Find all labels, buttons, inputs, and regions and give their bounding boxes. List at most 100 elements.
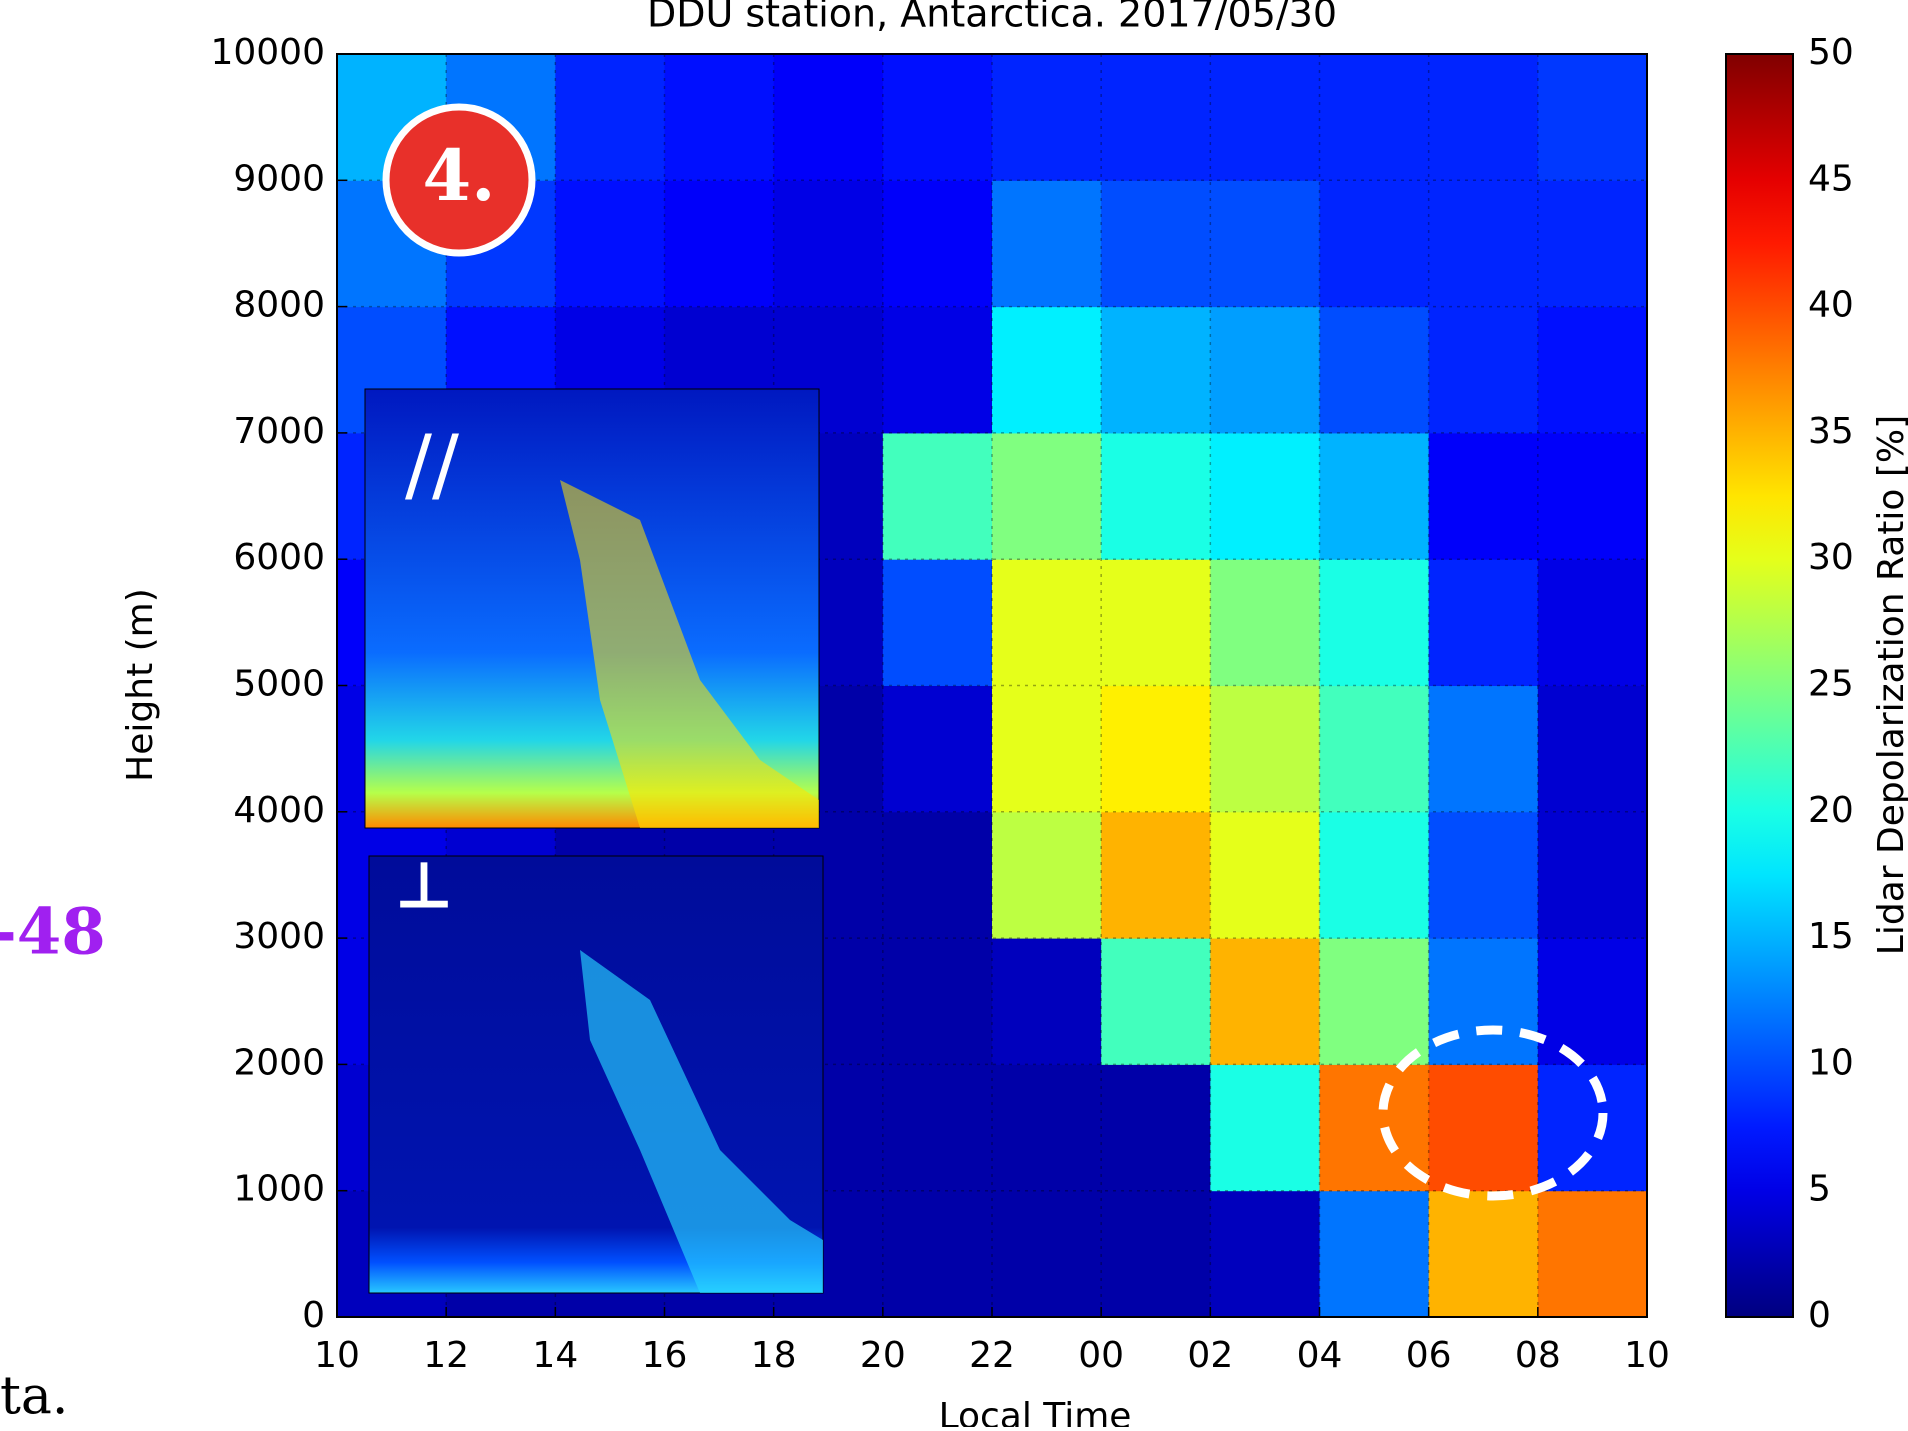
heat-cell <box>1210 938 1320 1065</box>
heat-cell <box>664 54 775 181</box>
y-axis-label: Height (m) <box>120 588 161 782</box>
heat-cell <box>882 180 993 308</box>
heat-cell <box>882 811 993 939</box>
y-tick-label: 5000 <box>233 664 325 705</box>
x-axis-label: Local Time <box>939 1396 1132 1427</box>
heat-cell <box>1101 559 1211 686</box>
heat-cell <box>992 432 1102 560</box>
heat-cell <box>882 1190 993 1318</box>
heat-cell <box>1319 180 1430 308</box>
heat-cell <box>1537 54 1648 181</box>
heat-cell <box>1428 306 1539 434</box>
heat-cell <box>1537 180 1648 308</box>
heat-cell <box>1210 306 1320 434</box>
y-tick-label: 10000 <box>210 32 325 73</box>
colorbar-tick-label: 15 <box>1808 916 1854 957</box>
heat-cell <box>773 180 884 308</box>
colorbar-tick-label: 50 <box>1808 32 1854 73</box>
heat-cell <box>555 54 665 181</box>
heat-cell <box>1319 432 1430 560</box>
annotation: // <box>405 418 459 511</box>
heat-cell <box>1101 432 1211 560</box>
heat-cell <box>1101 685 1211 813</box>
heat-cell <box>1428 54 1539 181</box>
heat-cell <box>1210 180 1320 308</box>
heat-cell <box>1101 54 1211 181</box>
heat-cell <box>882 54 993 181</box>
heat-cell <box>773 54 884 181</box>
colorbar-tick-label: 30 <box>1808 537 1854 578</box>
y-tick-label: 7000 <box>233 411 325 452</box>
heat-cell <box>1101 1064 1211 1192</box>
heat-cell <box>882 559 993 686</box>
heat-cell <box>664 180 775 308</box>
heat-cell <box>1428 432 1539 560</box>
heat-cell <box>1101 938 1211 1065</box>
colorbar-tick-label: 45 <box>1808 158 1854 199</box>
heat-cell <box>1319 559 1430 686</box>
heat-cell <box>1210 1064 1320 1192</box>
x-tick-label: 12 <box>423 1335 469 1376</box>
heat-cell <box>1319 306 1430 434</box>
heat-cell <box>1210 811 1320 939</box>
annotation: -48 <box>0 895 106 970</box>
heat-cell <box>555 180 665 308</box>
heat-cell <box>992 1064 1102 1192</box>
x-tick-label: 06 <box>1406 1335 1452 1376</box>
y-tick-label: 9000 <box>233 158 325 199</box>
y-tick-label: 6000 <box>233 537 325 578</box>
badge <box>382 103 536 257</box>
heat-cell <box>1210 685 1320 813</box>
heat-cell <box>1537 1190 1648 1318</box>
heat-cell <box>1319 685 1430 813</box>
annotation: ta. <box>0 1367 68 1427</box>
colorbar-label: Lidar Depolarization Ratio [%] <box>1871 415 1908 955</box>
x-tick-label: 22 <box>969 1335 1015 1376</box>
heat-cell <box>1537 685 1648 813</box>
heat-cell <box>1537 811 1648 939</box>
heat-cell <box>1428 1190 1539 1318</box>
y-tick-label: 2000 <box>233 1042 325 1083</box>
heat-cell <box>1319 54 1430 181</box>
heat-cell <box>882 306 993 434</box>
colorbar-tick-label: 0 <box>1808 1295 1831 1336</box>
heat-cell <box>1537 432 1648 560</box>
heat-cell <box>992 685 1102 813</box>
heat-cell <box>1428 938 1539 1065</box>
inset-cloud <box>580 950 823 1293</box>
x-tick-label: 10 <box>1624 1335 1670 1376</box>
x-tick-label: 10 <box>314 1335 360 1376</box>
x-tick-label: 04 <box>1297 1335 1343 1376</box>
inset-cloud <box>560 480 819 828</box>
heat-cell <box>992 938 1102 1065</box>
heat-cell <box>882 938 993 1065</box>
x-tick-label: 20 <box>860 1335 906 1376</box>
heat-cell <box>992 811 1102 939</box>
heat-cell <box>1428 1064 1539 1192</box>
y-tick-label: 1000 <box>233 1169 325 1210</box>
plot-frame <box>336 53 1648 1318</box>
x-tick-label: 16 <box>642 1335 688 1376</box>
x-tick-label: 18 <box>751 1335 797 1376</box>
heat-cell <box>1210 1190 1320 1318</box>
heat-cell <box>1428 811 1539 939</box>
y-tick-label: 4000 <box>233 790 325 831</box>
heat-cell <box>1210 432 1320 560</box>
y-tick-label: 3000 <box>233 916 325 957</box>
x-tick-label: 00 <box>1078 1335 1124 1376</box>
colorbar-tick-label: 40 <box>1808 285 1854 326</box>
colorbar-tick-label: 25 <box>1808 664 1854 705</box>
heat-cell <box>1428 685 1539 813</box>
heat-cell <box>882 1064 993 1192</box>
heat-cell <box>992 54 1102 181</box>
heat-cell <box>1537 559 1648 686</box>
heat-cell <box>1428 559 1539 686</box>
heat-cell <box>1319 938 1430 1065</box>
heat-cell <box>1537 938 1648 1065</box>
heat-cell <box>1101 1190 1211 1318</box>
heat-cell <box>1101 306 1211 434</box>
heat-cell <box>992 559 1102 686</box>
y-tick-label: 8000 <box>233 285 325 326</box>
x-tick-label: 02 <box>1187 1335 1233 1376</box>
heat-cell <box>1101 811 1211 939</box>
